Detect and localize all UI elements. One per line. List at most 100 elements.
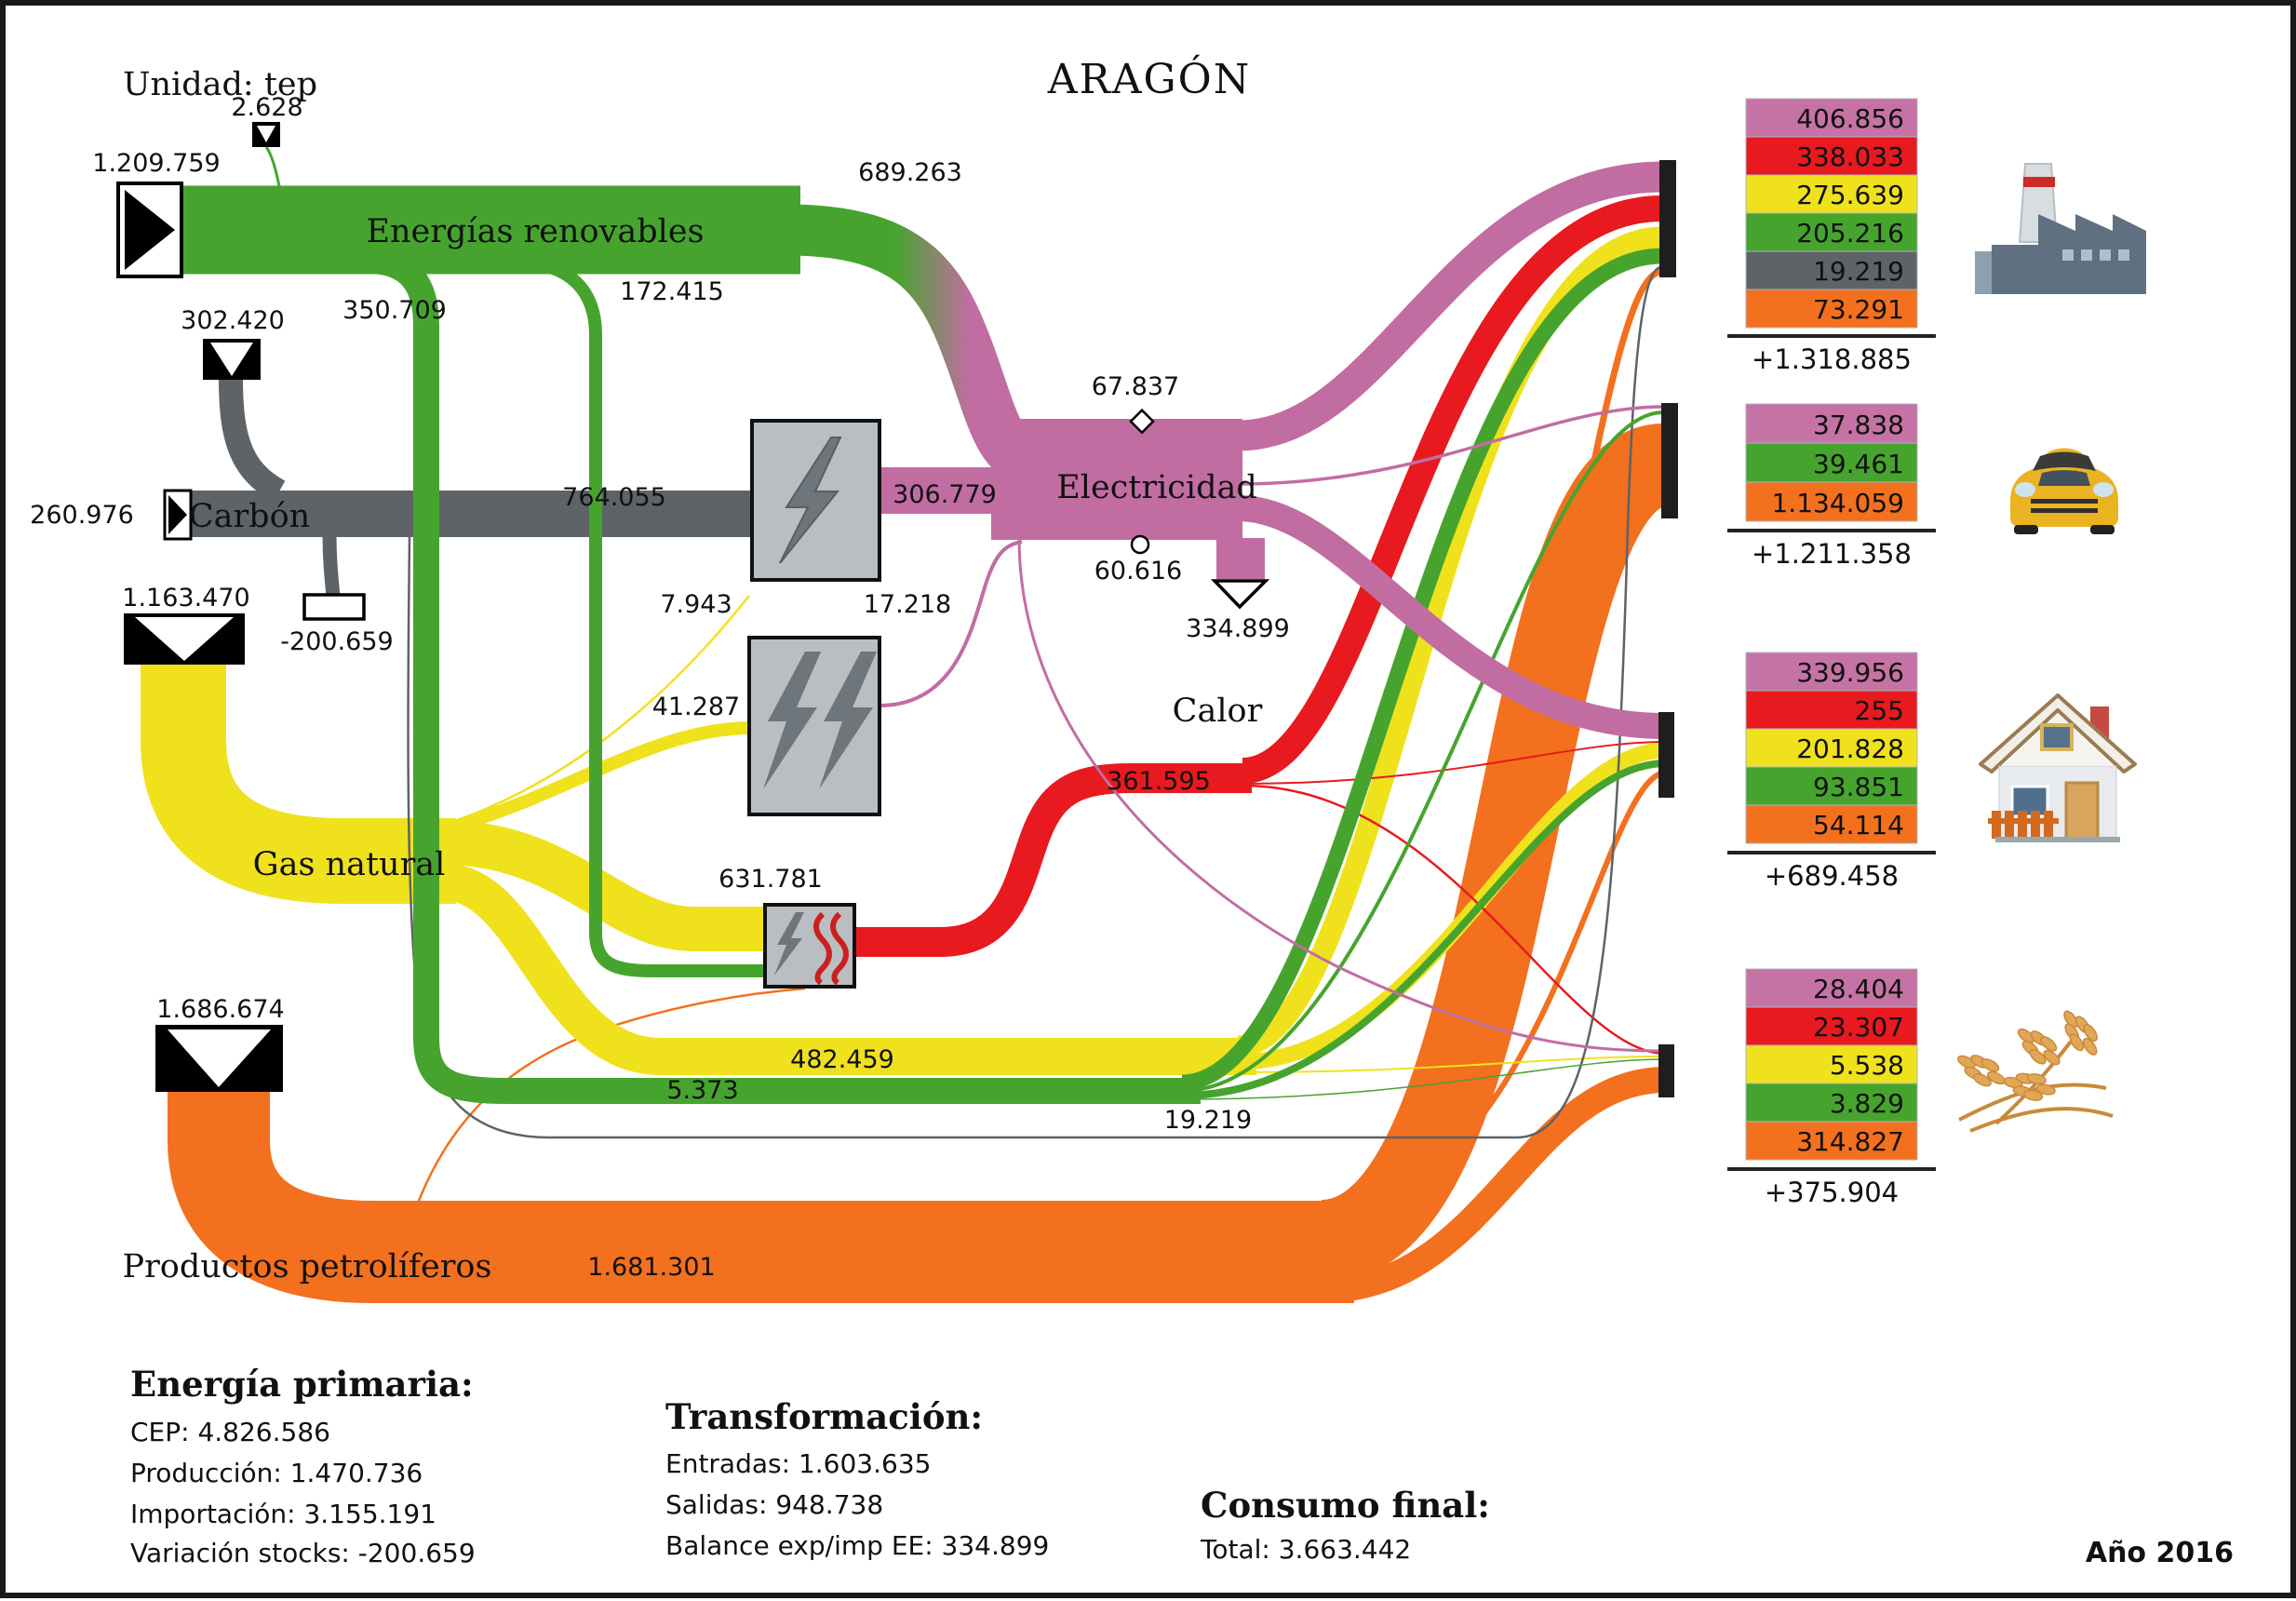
electricity-export-triangle xyxy=(1210,579,1270,610)
flow-heat-to-residential xyxy=(1242,741,1667,785)
lightning-icon xyxy=(774,912,804,975)
legend-row xyxy=(1745,136,1918,176)
legend-row xyxy=(1745,1121,1918,1161)
legend-value: 255 xyxy=(1855,695,1904,726)
value-coal-direct: 19.219 xyxy=(1164,1106,1252,1135)
footer-transform-line: Balance exp/imp EE: 334.899 xyxy=(665,1530,1049,1561)
flow-gas-to-agriculture xyxy=(1237,1056,1667,1073)
value-oil-main: 1.681.301 xyxy=(587,1253,715,1282)
value-coal-to-plant: 764.055 xyxy=(562,483,666,512)
legend-row xyxy=(1745,442,1918,483)
flow-renewables-to-residential xyxy=(1181,760,1667,1099)
label-oil: Productos petrolíferos xyxy=(123,1248,492,1285)
legend-row xyxy=(1745,1044,1918,1084)
legend-value: 5.538 xyxy=(1830,1050,1904,1081)
flow-renewables-to-industry xyxy=(1181,248,1662,1091)
flow-coal-import xyxy=(219,377,286,503)
legend-industria: 406.856 338.033 275.639 205.216 19.219 7… xyxy=(1727,98,1936,375)
value-renewables-to-electricity: 689.263 xyxy=(858,158,962,187)
sector-bars xyxy=(1658,160,1678,1097)
flow-oil-to-agriculture xyxy=(1321,1067,1667,1303)
chp-box xyxy=(763,903,856,989)
legend-value: 201.828 xyxy=(1796,733,1904,764)
down-triangle-icon xyxy=(135,617,234,661)
lightning-icon xyxy=(763,652,821,789)
flow-electricity-to-residential xyxy=(1237,495,1665,739)
legend-row xyxy=(1745,968,1918,1008)
legend-value: 39.461 xyxy=(1813,449,1904,479)
coal-stock-box xyxy=(302,593,366,621)
flow-oil-to-industry xyxy=(1321,268,1662,1207)
label-renewables: Energías renovables xyxy=(366,213,704,250)
legend-value: 54.114 xyxy=(1813,810,1904,841)
legend-value: 339.956 xyxy=(1796,657,1904,688)
house-icon xyxy=(1979,693,2137,842)
transport-bar xyxy=(1661,403,1678,518)
sector-total: +1.318.885 xyxy=(1752,343,1912,375)
flow-plant2-to-electricity xyxy=(879,540,1023,707)
legend-value: 275.639 xyxy=(1796,180,1904,210)
sector-total: +1.211.358 xyxy=(1752,538,1912,570)
label-heat: Calor xyxy=(1173,693,1263,730)
value-oil-to-chp: 5.373 xyxy=(666,1076,738,1105)
footer-consumo-title: Consumo final: xyxy=(1201,1485,1490,1526)
legend-row xyxy=(1745,1006,1918,1046)
sector-total: +375.904 xyxy=(1765,1177,1899,1208)
value-oil-import: 1.686.674 xyxy=(156,995,284,1024)
industry-bar xyxy=(1659,160,1676,277)
electricity-ownuse-circle xyxy=(1130,534,1150,555)
car-icon xyxy=(2010,448,2118,534)
flow-oil-to-residential xyxy=(1321,770,1667,1213)
label-electricity: Electricidad xyxy=(1056,469,1257,506)
legend-value: 406.856 xyxy=(1796,103,1904,134)
legend-row xyxy=(1745,804,1918,844)
flows-electricity xyxy=(879,161,1667,1053)
flow-heat-to-industry xyxy=(1241,195,1662,784)
wheat-icon xyxy=(1957,1010,2114,1133)
value-renewables-drop2: 172.415 xyxy=(620,277,724,306)
legend-value: 3.829 xyxy=(1830,1088,1904,1119)
legend-value: 37.838 xyxy=(1813,410,1904,440)
flow-gas-to-industry xyxy=(1236,226,1662,1057)
flow-coal-direct-industry xyxy=(407,265,1662,1139)
footer-transform-line: Entradas: 1.603.635 xyxy=(665,1448,931,1479)
flow-oil-main xyxy=(168,1087,1354,1303)
flows-heat xyxy=(854,195,1667,1056)
legend-row xyxy=(1745,728,1918,768)
value-renewables-export: 2.628 xyxy=(231,93,302,122)
footer-consumo-line: Total: 3.663.442 xyxy=(1200,1534,1411,1565)
value-coal-import: 302.420 xyxy=(181,306,285,335)
legend-transporte: 37.838 39.461 1.134.059 +1.211.358 xyxy=(1727,403,1936,570)
legend-row xyxy=(1745,289,1918,329)
value-electricity-ownuse: 60.616 xyxy=(1094,557,1182,585)
value-plant2-out: 17.218 xyxy=(864,590,951,619)
legend-row xyxy=(1745,98,1918,138)
flows-coal xyxy=(191,265,1662,1139)
legend-row xyxy=(1745,403,1918,444)
flow-heat-to-agriculture xyxy=(1242,784,1667,1056)
value-coal-stock: -200.659 xyxy=(280,627,393,656)
legend-value: 19.219 xyxy=(1813,256,1904,287)
heat-icon xyxy=(830,911,849,986)
value-gas-direct: 482.459 xyxy=(790,1045,894,1074)
transformation-plants xyxy=(747,419,881,989)
down-triangle-icon xyxy=(210,343,253,376)
page-title: ARAGÓN xyxy=(1047,54,1251,103)
legend-value: 205.216 xyxy=(1796,218,1904,249)
down-triangle-icon xyxy=(257,126,275,142)
residential-bar xyxy=(1658,712,1674,798)
down-triangle-icon xyxy=(168,1029,271,1087)
footer-primary-line: Importación: 3.155.191 xyxy=(130,1499,436,1529)
flow-gas-to-plant1 xyxy=(446,595,750,826)
value-gas-to-plant1: 7.943 xyxy=(660,590,732,619)
legend-row xyxy=(1745,212,1918,252)
footer-primary-line: Variación stocks: -200.659 xyxy=(130,1538,476,1568)
agriculture-bar xyxy=(1658,1044,1674,1097)
label-gas: Gas natural xyxy=(253,846,446,883)
legend-value: 338.033 xyxy=(1796,141,1904,172)
right-arrow-icon xyxy=(125,190,175,270)
footer-primary-line: Producción: 1.470.736 xyxy=(130,1458,423,1488)
flow-electricity-to-industry xyxy=(1237,161,1662,451)
